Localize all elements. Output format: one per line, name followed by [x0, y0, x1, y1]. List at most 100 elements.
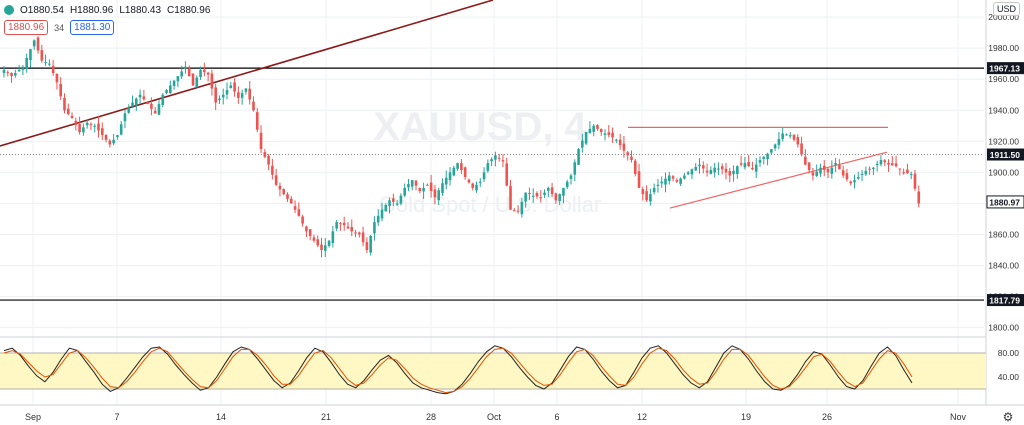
candle-body: [528, 193, 531, 195]
candle-body: [195, 77, 199, 88]
candle-body: [471, 183, 475, 188]
candle-body: [622, 143, 626, 151]
candle-body: [301, 216, 304, 224]
settings-gear-icon: ⚙: [1003, 410, 1014, 424]
candle-body: [74, 120, 78, 126]
candle-body: [233, 82, 236, 92]
stoch-tick-label: 80.00: [998, 348, 1020, 358]
x-tick-label: 28: [426, 412, 436, 422]
candle-body: [78, 124, 81, 133]
candle-body: [418, 188, 422, 192]
candle-body: [267, 155, 270, 165]
candle-body: [138, 94, 142, 98]
candle-body: [176, 76, 180, 82]
candle-body: [898, 168, 902, 170]
candle-body: [569, 175, 573, 179]
candle-body: [913, 173, 917, 189]
candle-body: [841, 170, 845, 176]
candle-body: [607, 132, 611, 136]
candle-body: [736, 166, 739, 174]
candle-body: [426, 184, 429, 186]
candle-body: [17, 69, 21, 72]
candle-body: [815, 171, 818, 176]
x-tick-label: Sep: [25, 412, 41, 422]
candle-body: [14, 72, 17, 76]
candle-body: [664, 178, 667, 185]
candle-body: [747, 162, 750, 167]
candle-body: [822, 165, 826, 171]
candle-body: [743, 163, 747, 168]
candle-body: [516, 210, 520, 212]
candle-body: [758, 159, 762, 163]
candle-body: [21, 66, 25, 70]
candle-body: [698, 164, 701, 167]
candle-body: [274, 175, 278, 185]
candle-body: [191, 73, 195, 86]
watermark-symbol: XAUUSD, 4: [373, 105, 587, 149]
candle-body: [505, 163, 509, 186]
candle-body: [581, 140, 584, 148]
candle-body: [853, 180, 856, 183]
currency-button[interactable]: USD: [992, 2, 1020, 16]
stoch-tick-label: 40.00: [998, 372, 1020, 382]
candle-body: [403, 187, 406, 196]
candle-body: [482, 172, 486, 180]
y-tick-label: 1980.00: [988, 43, 1019, 53]
candle-body: [562, 187, 565, 196]
candle-body: [214, 87, 217, 103]
candle-body: [399, 195, 403, 204]
candle-body: [320, 244, 323, 251]
candle-body: [611, 132, 614, 138]
candle-body: [467, 179, 471, 183]
candle-body: [615, 139, 618, 141]
candle-body: [573, 162, 577, 175]
low-value: L1880.43: [119, 4, 162, 16]
candle-body: [804, 156, 807, 165]
candle-body: [369, 236, 372, 253]
candle-body: [633, 160, 637, 174]
candle-body: [361, 232, 365, 243]
price-label: 1967.13: [989, 64, 1020, 74]
y-tick-label: 1800.00: [988, 323, 1019, 333]
candle-body: [788, 135, 792, 137]
buy-price-button[interactable]: 1881.30: [70, 20, 115, 35]
candle-body: [51, 65, 55, 73]
candle-body: [618, 139, 622, 146]
candle-body: [807, 162, 811, 171]
candle-body: [259, 132, 263, 150]
candle-body: [539, 197, 543, 199]
candle-body: [59, 83, 62, 97]
candle-body: [339, 223, 342, 225]
candle-body: [652, 187, 656, 193]
y-tick-label: 1920.00: [988, 136, 1019, 146]
candle-body: [441, 183, 444, 193]
candle-body: [29, 49, 32, 60]
candle-body: [293, 206, 297, 210]
candle-body: [146, 102, 149, 105]
candle-body: [210, 73, 214, 89]
candle-body: [683, 175, 686, 179]
candle-body: [127, 107, 131, 113]
candle-body: [388, 200, 391, 206]
candle-body: [872, 167, 875, 170]
candle-body: [384, 204, 388, 212]
candle-body: [864, 170, 868, 175]
x-tick-label: 12: [637, 412, 647, 422]
sell-price-button[interactable]: 1880.96: [4, 20, 49, 35]
candle-body: [44, 62, 47, 64]
candle-body: [350, 226, 354, 232]
candle-body: [48, 63, 51, 65]
candle-body: [157, 104, 161, 115]
candle-body: [667, 175, 671, 181]
candle-body: [705, 170, 709, 173]
stoch-band: [0, 353, 986, 389]
stoch-line-d: [3, 347, 913, 394]
candle-body: [637, 171, 641, 188]
candle-body: [104, 134, 108, 140]
candle-body: [766, 153, 769, 159]
candle-body: [524, 192, 527, 202]
bid-ask-bar: 1880.96 34 1881.30: [4, 20, 115, 35]
candle-body: [849, 181, 853, 184]
candle-body: [894, 163, 898, 167]
